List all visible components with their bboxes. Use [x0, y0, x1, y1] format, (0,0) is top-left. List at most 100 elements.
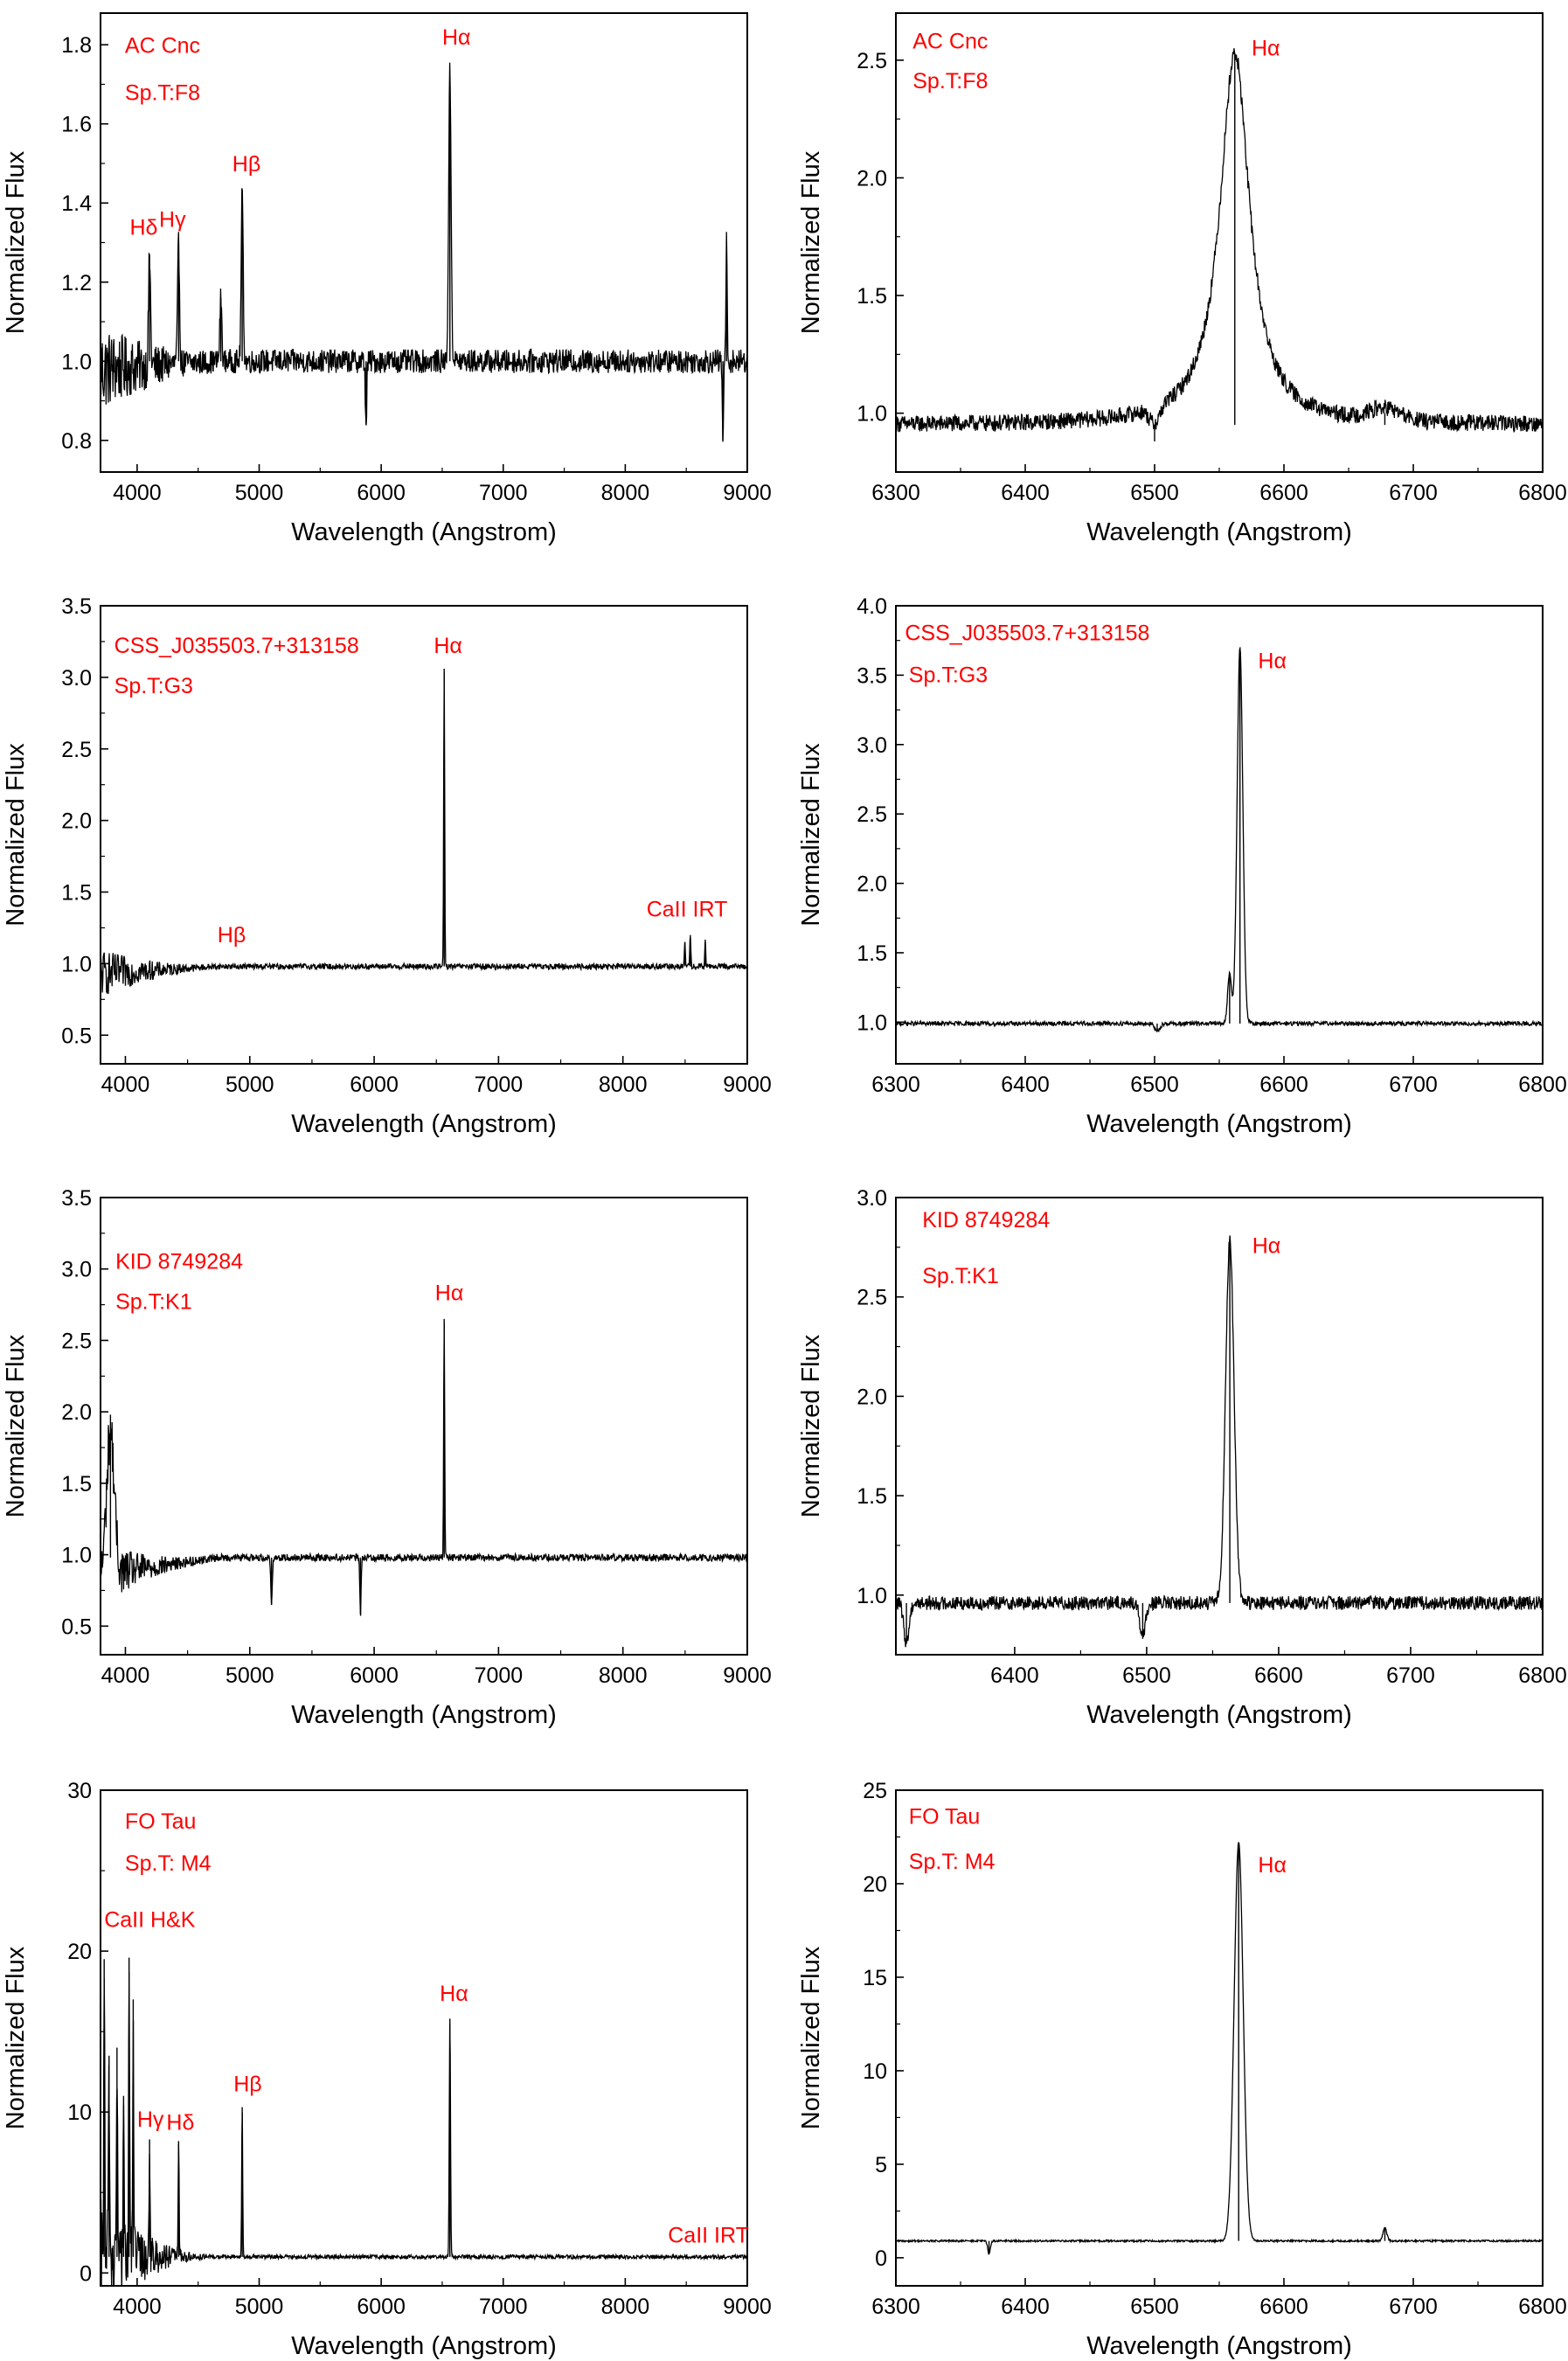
x-tick-label: 6700	[1386, 1663, 1435, 1688]
y-tick-label: 4.0	[857, 594, 887, 619]
y-tick-label: 25	[863, 1779, 887, 1803]
y-tick-label: 1.0	[857, 1010, 887, 1035]
annotation-label: KID 8749284	[115, 1250, 243, 1274]
x-tick-label: 6400	[990, 1663, 1039, 1688]
spectrum-panel-css-zoom: 6300 6400 6500 6600 6700 6800 1.0 1.5 2.0 2.5 3.0 3…	[797, 594, 1567, 1138]
y-axis-label: Normalized Flux	[797, 150, 825, 334]
y-tick-label: 2.5	[61, 1329, 92, 1353]
x-tick-label: 6000	[357, 2295, 406, 2319]
y-tick-label: 2.0	[857, 166, 887, 191]
spectrum-series	[101, 1972, 747, 2286]
annotation-label: Sp.T:G3	[909, 663, 988, 687]
x-tick-label: 6000	[357, 481, 406, 505]
spectrum-panel-ac-cnc-zoom: 6300 6400 6500 6600 6700 6800 1.0 1.5 2.0 2.5 Wave…	[797, 12, 1567, 546]
x-tick-label: 4000	[113, 481, 162, 505]
x-tick-label: 8000	[601, 481, 650, 505]
annotation-label: CaII IRT	[668, 2223, 749, 2247]
y-tick-label: 10	[67, 2101, 92, 2125]
y-tick-label: 2.5	[857, 1286, 887, 1310]
y-axis-label: Normalized Flux	[797, 743, 825, 927]
y-tick-label: 3.0	[857, 733, 887, 758]
x-tick-label: 8000	[599, 1073, 648, 1097]
y-tick-label: 1.0	[61, 952, 92, 976]
y-tick-label: 3.5	[857, 663, 887, 688]
y-tick-label: 0.5	[61, 1024, 92, 1048]
x-tick-label: 8000	[599, 1663, 648, 1688]
plot-frame	[100, 605, 748, 1065]
plot-frame	[895, 12, 1544, 473]
annotation-label: Sp.T:G3	[114, 674, 193, 698]
x-tick-label: 7000	[479, 2295, 528, 2319]
x-axis-label: Wavelength (Angstrom)	[1086, 1701, 1352, 1729]
annotation-label: Hα	[440, 1982, 468, 2006]
annotation-label: CaII H&K	[104, 1907, 196, 1932]
y-tick-label: 0.8	[61, 429, 92, 454]
x-tick-label: 6600	[1259, 1073, 1308, 1097]
x-tick-label: 6600	[1259, 481, 1308, 505]
annotation-label: Hδ	[166, 2110, 194, 2135]
x-tick-label: 4000	[101, 1073, 150, 1097]
annotation-label: Sp.T:F8	[912, 69, 988, 94]
x-tick-label: 4000	[101, 1663, 150, 1688]
y-tick-label: 20	[67, 1940, 92, 1964]
y-tick-label: 3.0	[857, 1186, 887, 1211]
y-tick-label: 5	[875, 2153, 887, 2177]
x-tick-label: 6500	[1130, 1073, 1179, 1097]
x-tick-label: 9000	[723, 1073, 772, 1097]
x-tick-label: 5000	[225, 1073, 274, 1097]
spectrum-panel-css-full: 4000 5000 6000 7000 8000 9000 0.5 1.0 1.5 2.0 2.5 3…	[2, 594, 772, 1138]
plot-frame	[895, 1197, 1544, 1656]
y-tick-label: 2.0	[61, 809, 92, 834]
x-tick-label: 7000	[475, 1073, 524, 1097]
spectrum-panel-ac-cnc-full: 4000 5000 6000 7000 8000 9000 0.8 1.0 1.2 1.4 1.6 1…	[2, 12, 772, 546]
spectrum-series	[896, 1235, 1543, 1648]
x-axis-label: Wavelength (Angstrom)	[291, 518, 557, 546]
x-tick-label: 6300	[871, 2295, 920, 2319]
annotation-label: CSS_J035503.7+313158	[905, 621, 1149, 646]
y-tick-label: 1.0	[857, 1584, 887, 1608]
y-tick-label: 3.5	[61, 1186, 92, 1211]
plot-frame	[895, 605, 1544, 1065]
y-axis-label: Normalized Flux	[797, 1946, 825, 2129]
x-axis-label: Wavelength (Angstrom)	[1086, 1110, 1352, 1138]
annotation-label: Hα	[1252, 1234, 1281, 1259]
spectrum-series	[101, 1322, 747, 1616]
y-tick-label: 1.8	[61, 33, 92, 58]
x-tick-label: 6400	[1001, 1073, 1050, 1097]
x-tick-label: 6500	[1122, 1663, 1171, 1688]
y-axis-label: Normalized Flux	[2, 150, 30, 334]
spectrum-series	[896, 48, 1543, 434]
annotation-label: CSS_J035503.7+313158	[114, 634, 359, 658]
x-tick-label: 6700	[1389, 481, 1438, 505]
annotation-label: AC Cnc	[125, 33, 200, 58]
y-tick-label: 10	[863, 2059, 887, 2084]
x-tick-label: 9000	[723, 481, 772, 505]
x-tick-label: 5000	[235, 2295, 284, 2319]
x-tick-label: 5000	[225, 1663, 274, 1688]
y-tick-label: 2.0	[857, 1385, 887, 1409]
annotation-label: FO Tau	[909, 1805, 981, 1830]
y-axis-label: Normalized Flux	[2, 1946, 30, 2129]
y-tick-label: 1.5	[857, 1484, 887, 1509]
y-axis-label: Normalized Flux	[2, 743, 30, 927]
y-tick-label: 20	[863, 1872, 887, 1897]
spectrum-series	[101, 672, 747, 995]
x-tick-label: 4000	[113, 2295, 162, 2319]
y-tick-label: 3.0	[61, 666, 92, 691]
spectrum-panel-fo-tau-zoom: 6300 6400 6500 6600 6700 6800 0 5 10 15 20 25 Wavele…	[797, 1779, 1567, 2360]
x-axis-label: Wavelength (Angstrom)	[291, 1110, 557, 1138]
annotation-label: Hα	[1258, 649, 1287, 673]
x-tick-label: 6400	[1001, 2295, 1050, 2319]
annotation-label: Hγ	[159, 207, 186, 232]
x-tick-label: 6300	[871, 1073, 920, 1097]
annotation-label: Hδ	[130, 215, 158, 240]
x-tick-label: 7000	[475, 1663, 524, 1688]
x-axis-label: Wavelength (Angstrom)	[291, 2332, 557, 2360]
y-tick-label: 1.0	[857, 402, 887, 427]
y-tick-label: 2.5	[61, 738, 92, 762]
annotation-label: Sp.T:F8	[125, 81, 200, 106]
annotation-label: FO Tau	[125, 1809, 197, 1834]
annotation-label: Hα	[435, 1281, 464, 1306]
x-tick-label: 6400	[1001, 481, 1050, 505]
x-tick-label: 6000	[350, 1073, 399, 1097]
